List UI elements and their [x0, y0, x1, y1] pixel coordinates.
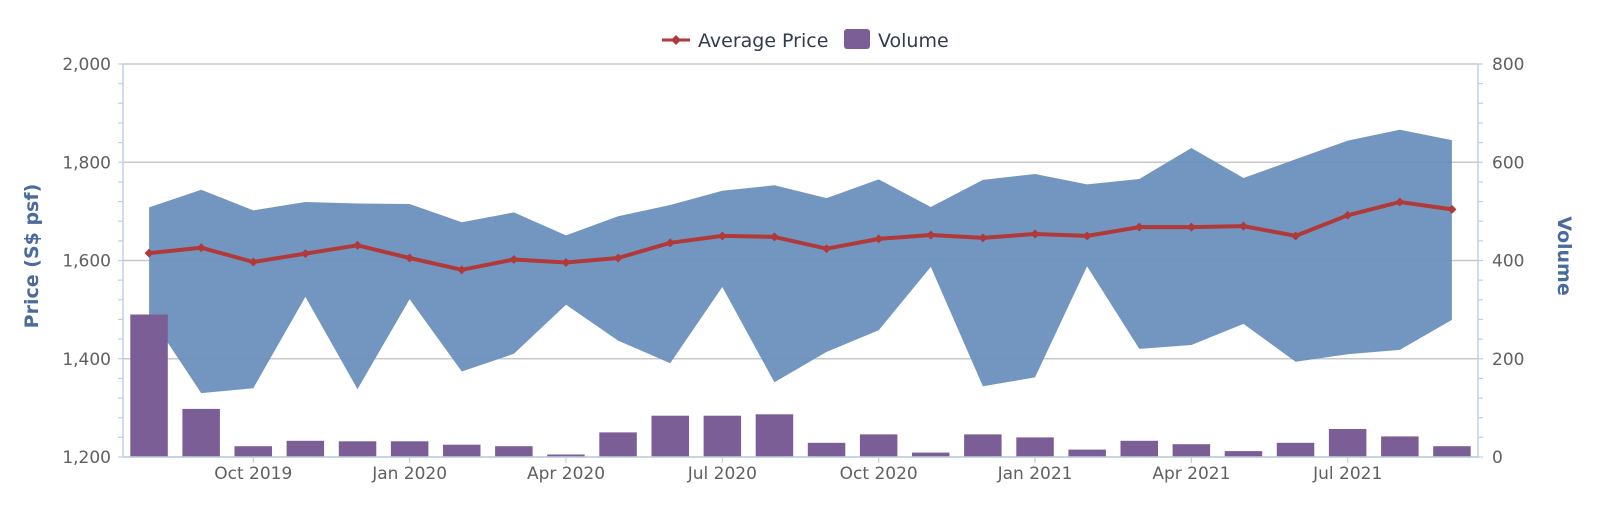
x-tick-label: Oct 2019 — [214, 464, 292, 484]
legend[interactable]: Average Price Volume — [662, 29, 949, 52]
volume-bar — [859, 434, 898, 457]
x-tick-label: Apr 2021 — [1152, 464, 1230, 484]
volume-bar — [338, 441, 377, 457]
price-point — [353, 240, 363, 250]
legend-label-volume: Volume — [878, 30, 949, 52]
price-point — [196, 243, 206, 253]
price-point — [665, 238, 675, 248]
volume-bar — [495, 446, 533, 457]
x-tick-label: Jul 2020 — [687, 464, 757, 484]
price-point — [405, 253, 415, 263]
price-point — [1395, 197, 1405, 207]
average-price-line — [148, 200, 1453, 272]
left-tick-label: 1,400 — [62, 350, 111, 370]
price-range-band — [149, 129, 1452, 394]
right-axis-title: Volume — [1553, 216, 1575, 295]
legend-item-average-price[interactable]: Average Price — [662, 30, 828, 52]
right-tick-label: 0 — [1492, 448, 1503, 468]
volume-bar — [703, 415, 742, 457]
legend-box-swatch — [844, 29, 870, 49]
price-point — [978, 233, 988, 243]
price-point — [144, 248, 154, 258]
price-point — [1030, 229, 1040, 239]
volume-bar — [130, 314, 168, 457]
volume-bar — [807, 442, 846, 457]
right-tick-label: 800 — [1492, 55, 1524, 75]
x-tick-label: Apr 2020 — [527, 464, 605, 484]
price-point — [457, 265, 467, 275]
price-point — [1186, 222, 1196, 232]
right-tick-label: 600 — [1492, 153, 1524, 173]
legend-marker-swatch — [671, 35, 681, 45]
volume-bar — [599, 432, 637, 457]
axes — [118, 63, 1483, 458]
price-point — [248, 257, 258, 267]
volume-bar — [443, 444, 481, 457]
volume-columns — [130, 314, 1471, 457]
x-tick-label: Jan 2021 — [997, 464, 1073, 484]
volume-bar — [912, 452, 950, 457]
volume-bar — [390, 441, 429, 457]
price-point — [822, 244, 832, 254]
volume-bar — [651, 415, 689, 457]
volume-bar — [1016, 437, 1054, 457]
left-axis-title: Price (S$ psf) — [21, 184, 43, 329]
left-axis-tick-labels: 1,200 1,400 1,600 1,800 2,000 — [62, 55, 111, 468]
volume-bar — [1224, 451, 1263, 457]
price-point — [509, 255, 519, 265]
price-point — [1238, 221, 1248, 231]
left-tick-label: 2,000 — [62, 55, 111, 75]
left-tick-label: 1,600 — [62, 252, 111, 272]
legend-item-volume[interactable]: Volume — [844, 29, 949, 52]
volume-bar — [1381, 436, 1419, 457]
right-tick-label: 400 — [1492, 252, 1524, 272]
volume-bar — [1276, 442, 1315, 457]
left-tick-label: 1,800 — [62, 153, 111, 173]
volume-bar — [547, 454, 585, 457]
price-point — [300, 249, 310, 259]
volume-bar — [1068, 449, 1106, 457]
price-point — [1447, 204, 1457, 214]
volume-bar — [234, 446, 272, 457]
x-tick-label: Oct 2020 — [840, 464, 918, 484]
price-point — [1343, 210, 1353, 220]
volume-bar — [755, 414, 794, 457]
price-point — [769, 232, 779, 242]
price-point — [1134, 222, 1144, 232]
left-tick-label: 1,200 — [62, 448, 111, 468]
right-axis-tick-labels: 0 200 400 600 800 — [1492, 55, 1524, 468]
volume-bar — [182, 408, 220, 457]
volume-bar — [1328, 429, 1367, 457]
price-point — [1291, 231, 1301, 241]
volume-bar — [1172, 444, 1211, 457]
volume-bar — [964, 434, 1002, 457]
price-point — [717, 231, 727, 241]
right-tick-label: 200 — [1492, 350, 1524, 370]
price-point — [926, 230, 936, 240]
price-point — [1082, 231, 1092, 241]
volume-bar — [286, 440, 325, 457]
price-point — [561, 257, 571, 267]
price-point — [874, 234, 884, 244]
price-point — [613, 253, 623, 263]
volume-bar — [1120, 440, 1158, 457]
average-price-markers — [144, 197, 1457, 275]
legend-label-average-price: Average Price — [698, 30, 828, 52]
volume-bar — [1433, 446, 1471, 457]
x-axis-tick-labels: Oct 2019 Jan 2020 Apr 2020 Jul 2020 Oct 2020… — [214, 457, 1382, 484]
x-tick-label: Jul 2021 — [1312, 464, 1382, 484]
x-tick-label: Jan 2020 — [371, 464, 447, 484]
